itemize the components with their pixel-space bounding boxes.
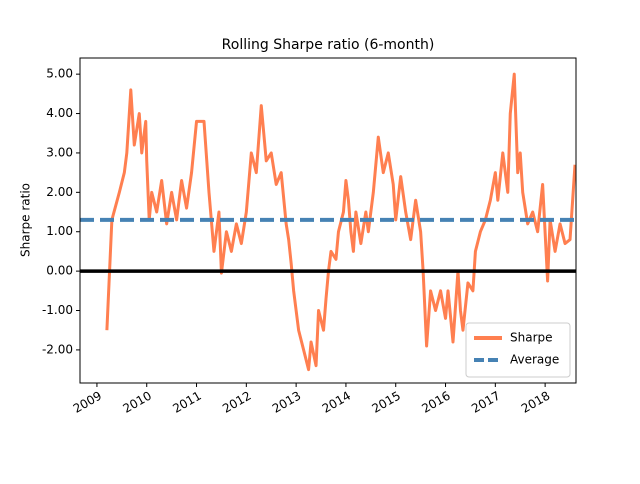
- y-tick-label: -2.00: [42, 342, 73, 356]
- y-tick-label: -1.00: [42, 303, 73, 317]
- x-tick-label: 2011: [170, 389, 203, 416]
- x-tick-label: 2012: [220, 389, 253, 416]
- x-tick-label: 2015: [370, 389, 403, 416]
- x-tick-label: 2018: [519, 389, 552, 416]
- legend-label: Average: [510, 353, 559, 367]
- x-tick-label: 2013: [270, 389, 303, 416]
- chart-title: Rolling Sharpe ratio (6-month): [222, 37, 435, 53]
- y-axis-label: Sharpe ratio: [19, 183, 33, 257]
- x-tick-label: 2010: [121, 389, 154, 416]
- x-tick-label: 2014: [320, 389, 353, 416]
- legend-label: Sharpe: [510, 331, 553, 345]
- y-tick-label: 1.00: [46, 224, 73, 238]
- y-tick-label: 5.00: [46, 67, 73, 81]
- plot-frame: [79, 57, 577, 384]
- y-tick-label: 2.00: [46, 185, 73, 199]
- y-tick-label: 3.00: [46, 145, 73, 159]
- y-tick-label: 0.00: [46, 264, 73, 278]
- sharpe-line: [105, 72, 576, 372]
- x-tick-label: 2017: [469, 389, 502, 416]
- x-tick-label: 2009: [71, 389, 104, 416]
- x-tick-label: 2016: [419, 389, 452, 416]
- y-tick-label: 4.00: [46, 106, 73, 120]
